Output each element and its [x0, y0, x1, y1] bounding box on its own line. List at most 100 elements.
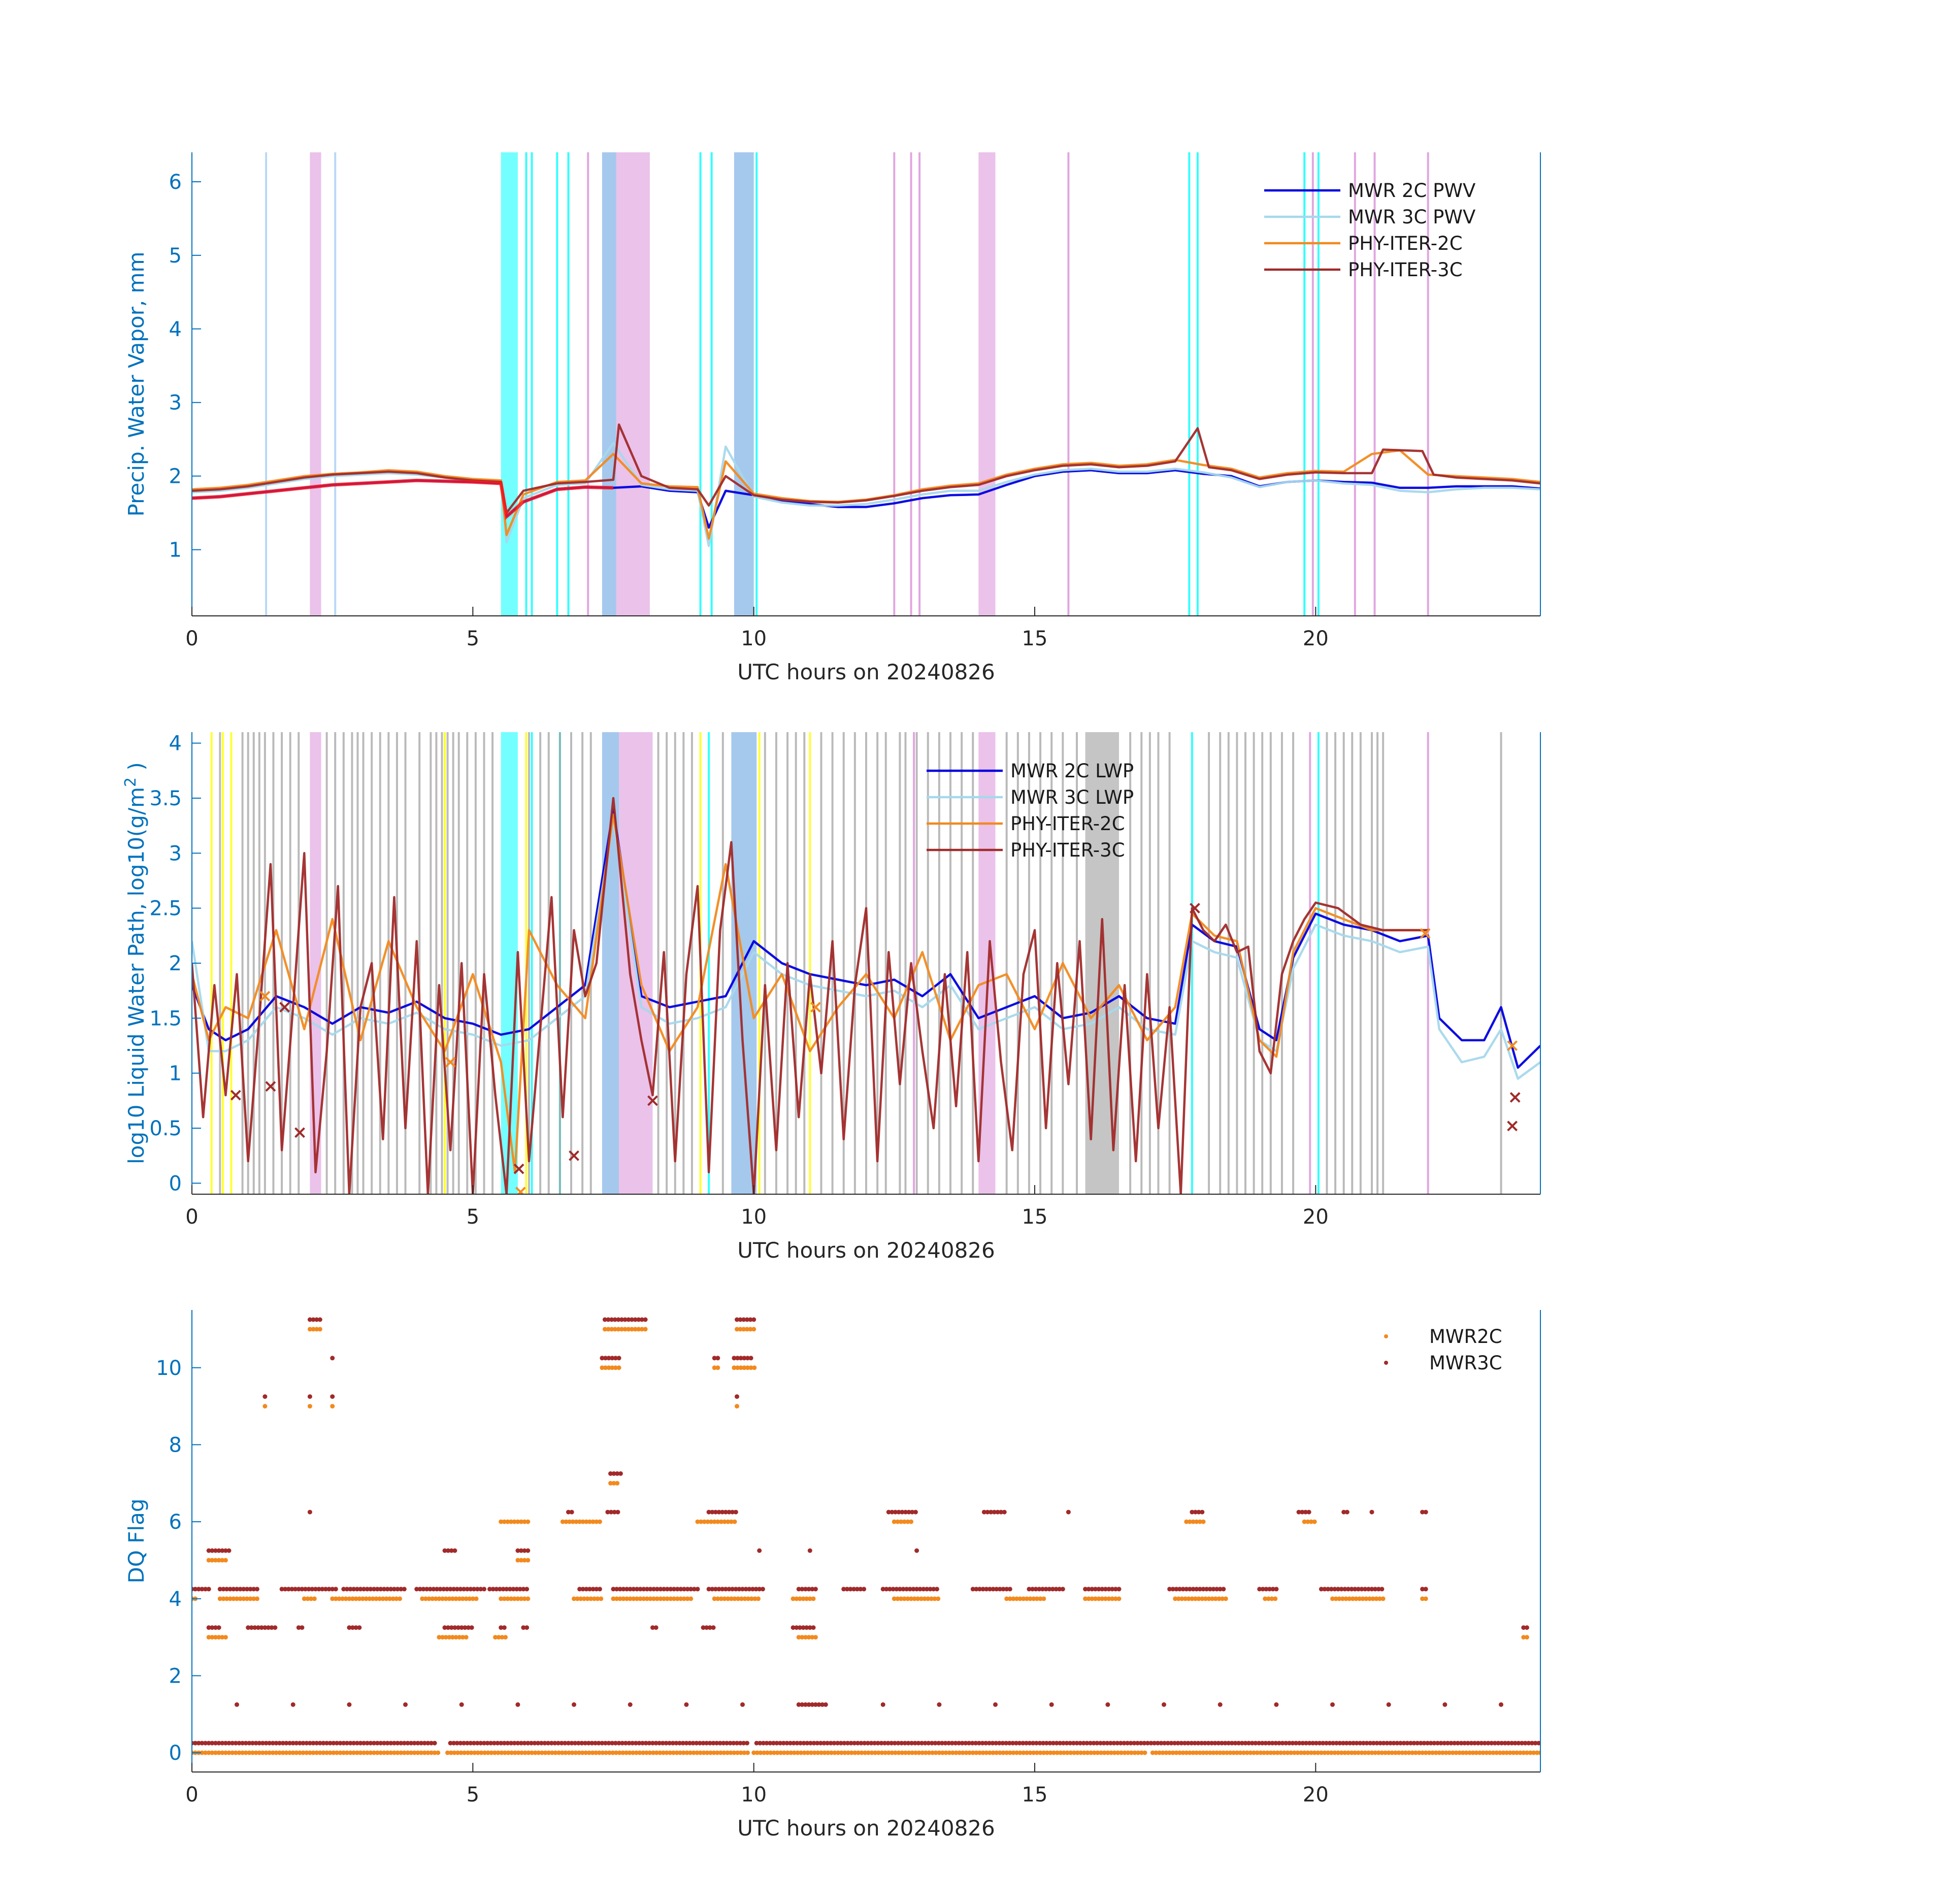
dq-point [377, 1596, 382, 1601]
dq-point [1524, 1750, 1529, 1755]
dq-point [443, 1596, 448, 1601]
dq-point [530, 1750, 534, 1755]
dq-point [569, 1509, 574, 1515]
dq-point [485, 1750, 490, 1755]
lwp-legend-label: MWR 2C LWP [1010, 760, 1134, 782]
dq-point [298, 1750, 302, 1755]
dq-point [262, 1394, 268, 1399]
dq-point [715, 1365, 720, 1370]
dq-point [1162, 1702, 1166, 1707]
dq-point [813, 1702, 818, 1707]
dq-point [488, 1741, 493, 1746]
dq-point [1083, 1587, 1088, 1592]
dq-point [1145, 1741, 1150, 1746]
dq-point [900, 1509, 905, 1515]
dq-point [744, 1741, 749, 1746]
dq-point [307, 1327, 312, 1332]
dq-point [1180, 1750, 1186, 1755]
dq-point [698, 1750, 703, 1755]
dq-point [469, 1625, 474, 1630]
dq-point [1220, 1741, 1224, 1746]
dq-point [716, 1587, 721, 1592]
dq-point [525, 1548, 531, 1553]
dq-point [1037, 1587, 1042, 1592]
pwv-x-axis-label: UTC hours on 20240826 [737, 660, 995, 684]
dq-point [906, 1741, 911, 1746]
dq-point [701, 1741, 706, 1746]
dq-point [1034, 1596, 1039, 1601]
dq-point [277, 1741, 282, 1746]
dq-point [1217, 1587, 1223, 1592]
dq-point [981, 1509, 986, 1515]
dq-point [1442, 1741, 1447, 1746]
dq-point [1307, 1741, 1312, 1746]
dq-point [664, 1741, 669, 1746]
dq-point [515, 1558, 520, 1563]
lwp-x-tick-label: 20 [1303, 1205, 1329, 1229]
dq-point [886, 1750, 891, 1755]
dq-point [210, 1750, 215, 1755]
dq-point [1066, 1509, 1071, 1515]
dq-point [662, 1587, 667, 1592]
dq-point [616, 1327, 621, 1332]
dq-point [715, 1356, 720, 1361]
dq-point [1115, 1750, 1121, 1755]
dq-point [732, 1750, 737, 1755]
dq-point [230, 1741, 235, 1746]
dq-point [566, 1741, 571, 1746]
dq-point [427, 1587, 433, 1592]
dq-point [1415, 1741, 1420, 1746]
dq-x-tick-label: 20 [1303, 1783, 1329, 1807]
dq-point [735, 1327, 739, 1332]
dq-point [986, 1741, 992, 1746]
dq-legend-label: MWR2C [1429, 1326, 1502, 1348]
dq-point [612, 1327, 617, 1332]
dq-point [1201, 1519, 1206, 1524]
dq-point [807, 1625, 812, 1630]
lwp-x-marker-stroke-b [294, 1127, 305, 1138]
dq-point [999, 1509, 1004, 1515]
dq-point [1167, 1587, 1172, 1592]
dq-point [482, 1750, 487, 1755]
dq-point [911, 1587, 916, 1592]
dq-point [200, 1587, 205, 1592]
dq-point [227, 1596, 233, 1601]
dq-point [751, 1327, 756, 1332]
dq-point [200, 1750, 205, 1755]
dq-point [493, 1635, 498, 1640]
dq-point [1275, 1750, 1280, 1755]
dq-point [630, 1741, 635, 1746]
dq-point [515, 1548, 520, 1553]
dq-point [264, 1741, 269, 1746]
dq-point [1521, 1750, 1526, 1755]
dq-point [1116, 1596, 1122, 1601]
pwv-y-tick-label: 1 [169, 539, 182, 562]
dq-point [882, 1741, 887, 1746]
lwp-y-tick-label: 4 [169, 732, 182, 756]
dq-point [1376, 1587, 1381, 1592]
dq-point [690, 1741, 696, 1746]
dq-point [613, 1356, 618, 1361]
dq-point [314, 1327, 319, 1332]
dq-point [932, 1596, 937, 1601]
dq-point [1184, 1750, 1189, 1755]
dq-point [1253, 1741, 1258, 1746]
dq-point [886, 1509, 891, 1515]
dq-point [514, 1587, 519, 1592]
dq-point [1366, 1587, 1371, 1592]
dq-point [458, 1741, 463, 1746]
lwp-x-marker [1420, 928, 1431, 939]
dq-point [402, 1750, 407, 1755]
lwp-x-marker-stroke-b [279, 1002, 290, 1013]
dq-point [712, 1365, 717, 1370]
dq-point [1041, 1750, 1046, 1755]
dq-point [839, 1750, 844, 1755]
dq-point [243, 1741, 248, 1746]
dq-point [572, 1702, 576, 1707]
dq-point [620, 1750, 626, 1755]
dq-y-axis-label: DQ Flag [124, 1499, 149, 1584]
dq-point [522, 1741, 527, 1746]
lwp-x-marker-stroke-b [230, 1090, 241, 1101]
dq-point [661, 1750, 666, 1755]
